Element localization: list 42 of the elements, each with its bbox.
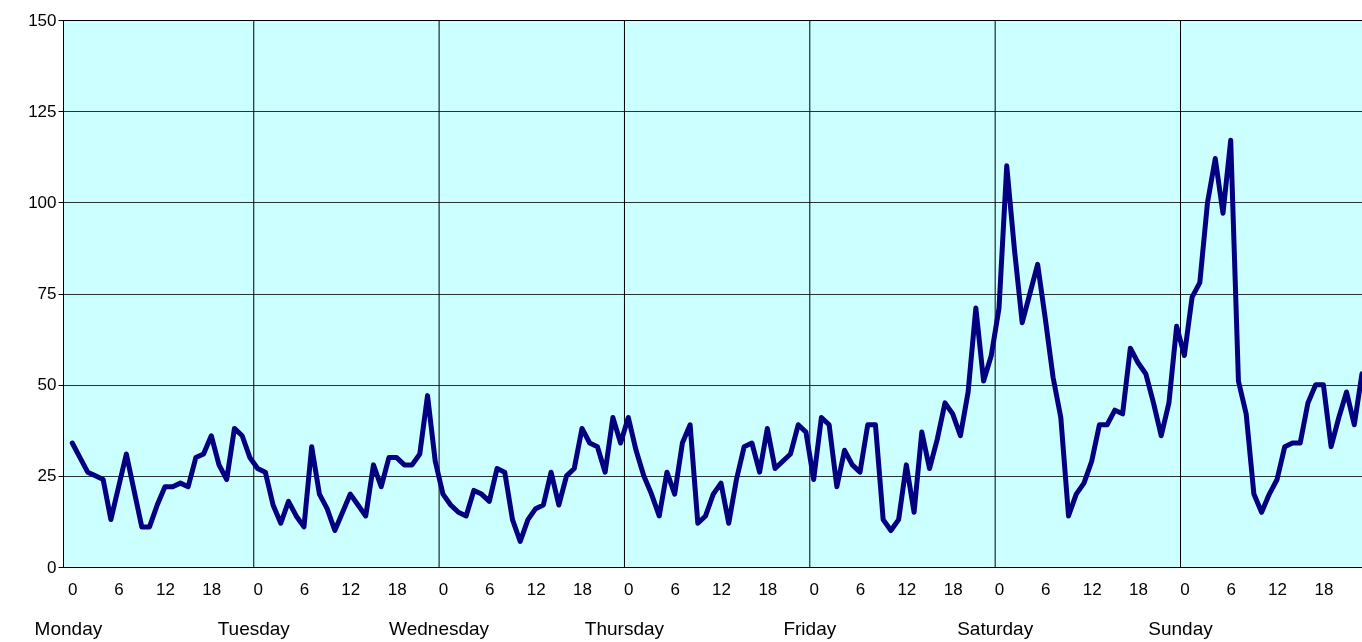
x-tick-label: 18	[202, 579, 222, 599]
x-tick-label: 6	[855, 579, 866, 599]
x-tick-label: 6	[1041, 579, 1051, 599]
x-tick-label: 0	[994, 579, 1005, 599]
text: Friday	[783, 618, 837, 639]
text: Monday	[34, 618, 103, 639]
text: Wednesday	[389, 618, 490, 639]
text: Sunday	[1148, 618, 1214, 639]
text: Thursday	[584, 618, 665, 639]
x-tick-label: 0	[809, 579, 819, 599]
y-tick-label: 75	[37, 284, 57, 303]
x-tick-label: 6	[485, 579, 495, 599]
x-tick-label: 12	[526, 579, 546, 599]
x-tick-label: 0	[68, 579, 78, 599]
x-tick-label: 12	[1082, 579, 1102, 599]
x-tick-label: 6	[299, 579, 310, 599]
x-tick-label: 12	[712, 579, 731, 599]
y-tick-label: 150	[28, 10, 57, 30]
x-tick-label: 6	[670, 579, 680, 599]
x-tick-label: 12	[1268, 579, 1288, 599]
x-tick-label: 18	[387, 579, 407, 599]
x-tick-label: 0	[1180, 579, 1190, 599]
y-tick-label: 50	[37, 375, 57, 395]
x-tick-label: 18	[758, 579, 778, 599]
x-tick-label: 6	[114, 579, 124, 599]
y-tick-label: 25	[37, 466, 57, 486]
x-tick-label: 18	[573, 579, 592, 599]
text: Saturday	[957, 618, 1034, 639]
x-tick-label: 0	[624, 579, 634, 599]
x-tick-label: 18	[1314, 579, 1334, 599]
x-tick-label: 6	[1226, 579, 1236, 599]
y-tick-label: 0	[47, 557, 57, 577]
x-tick-label: 0	[438, 579, 449, 599]
x-tick-label: 12	[341, 579, 361, 599]
y-tick-label: 125	[28, 101, 57, 121]
y-tick-label: 100	[28, 192, 57, 212]
x-tick-label: 12	[155, 579, 175, 599]
x-tick-label: 18	[1129, 579, 1148, 599]
x-tick-label: 0	[253, 579, 263, 599]
text: Tuesday	[217, 618, 291, 639]
x-tick-label: 12	[897, 579, 917, 599]
x-tick-label: 18	[943, 579, 963, 599]
